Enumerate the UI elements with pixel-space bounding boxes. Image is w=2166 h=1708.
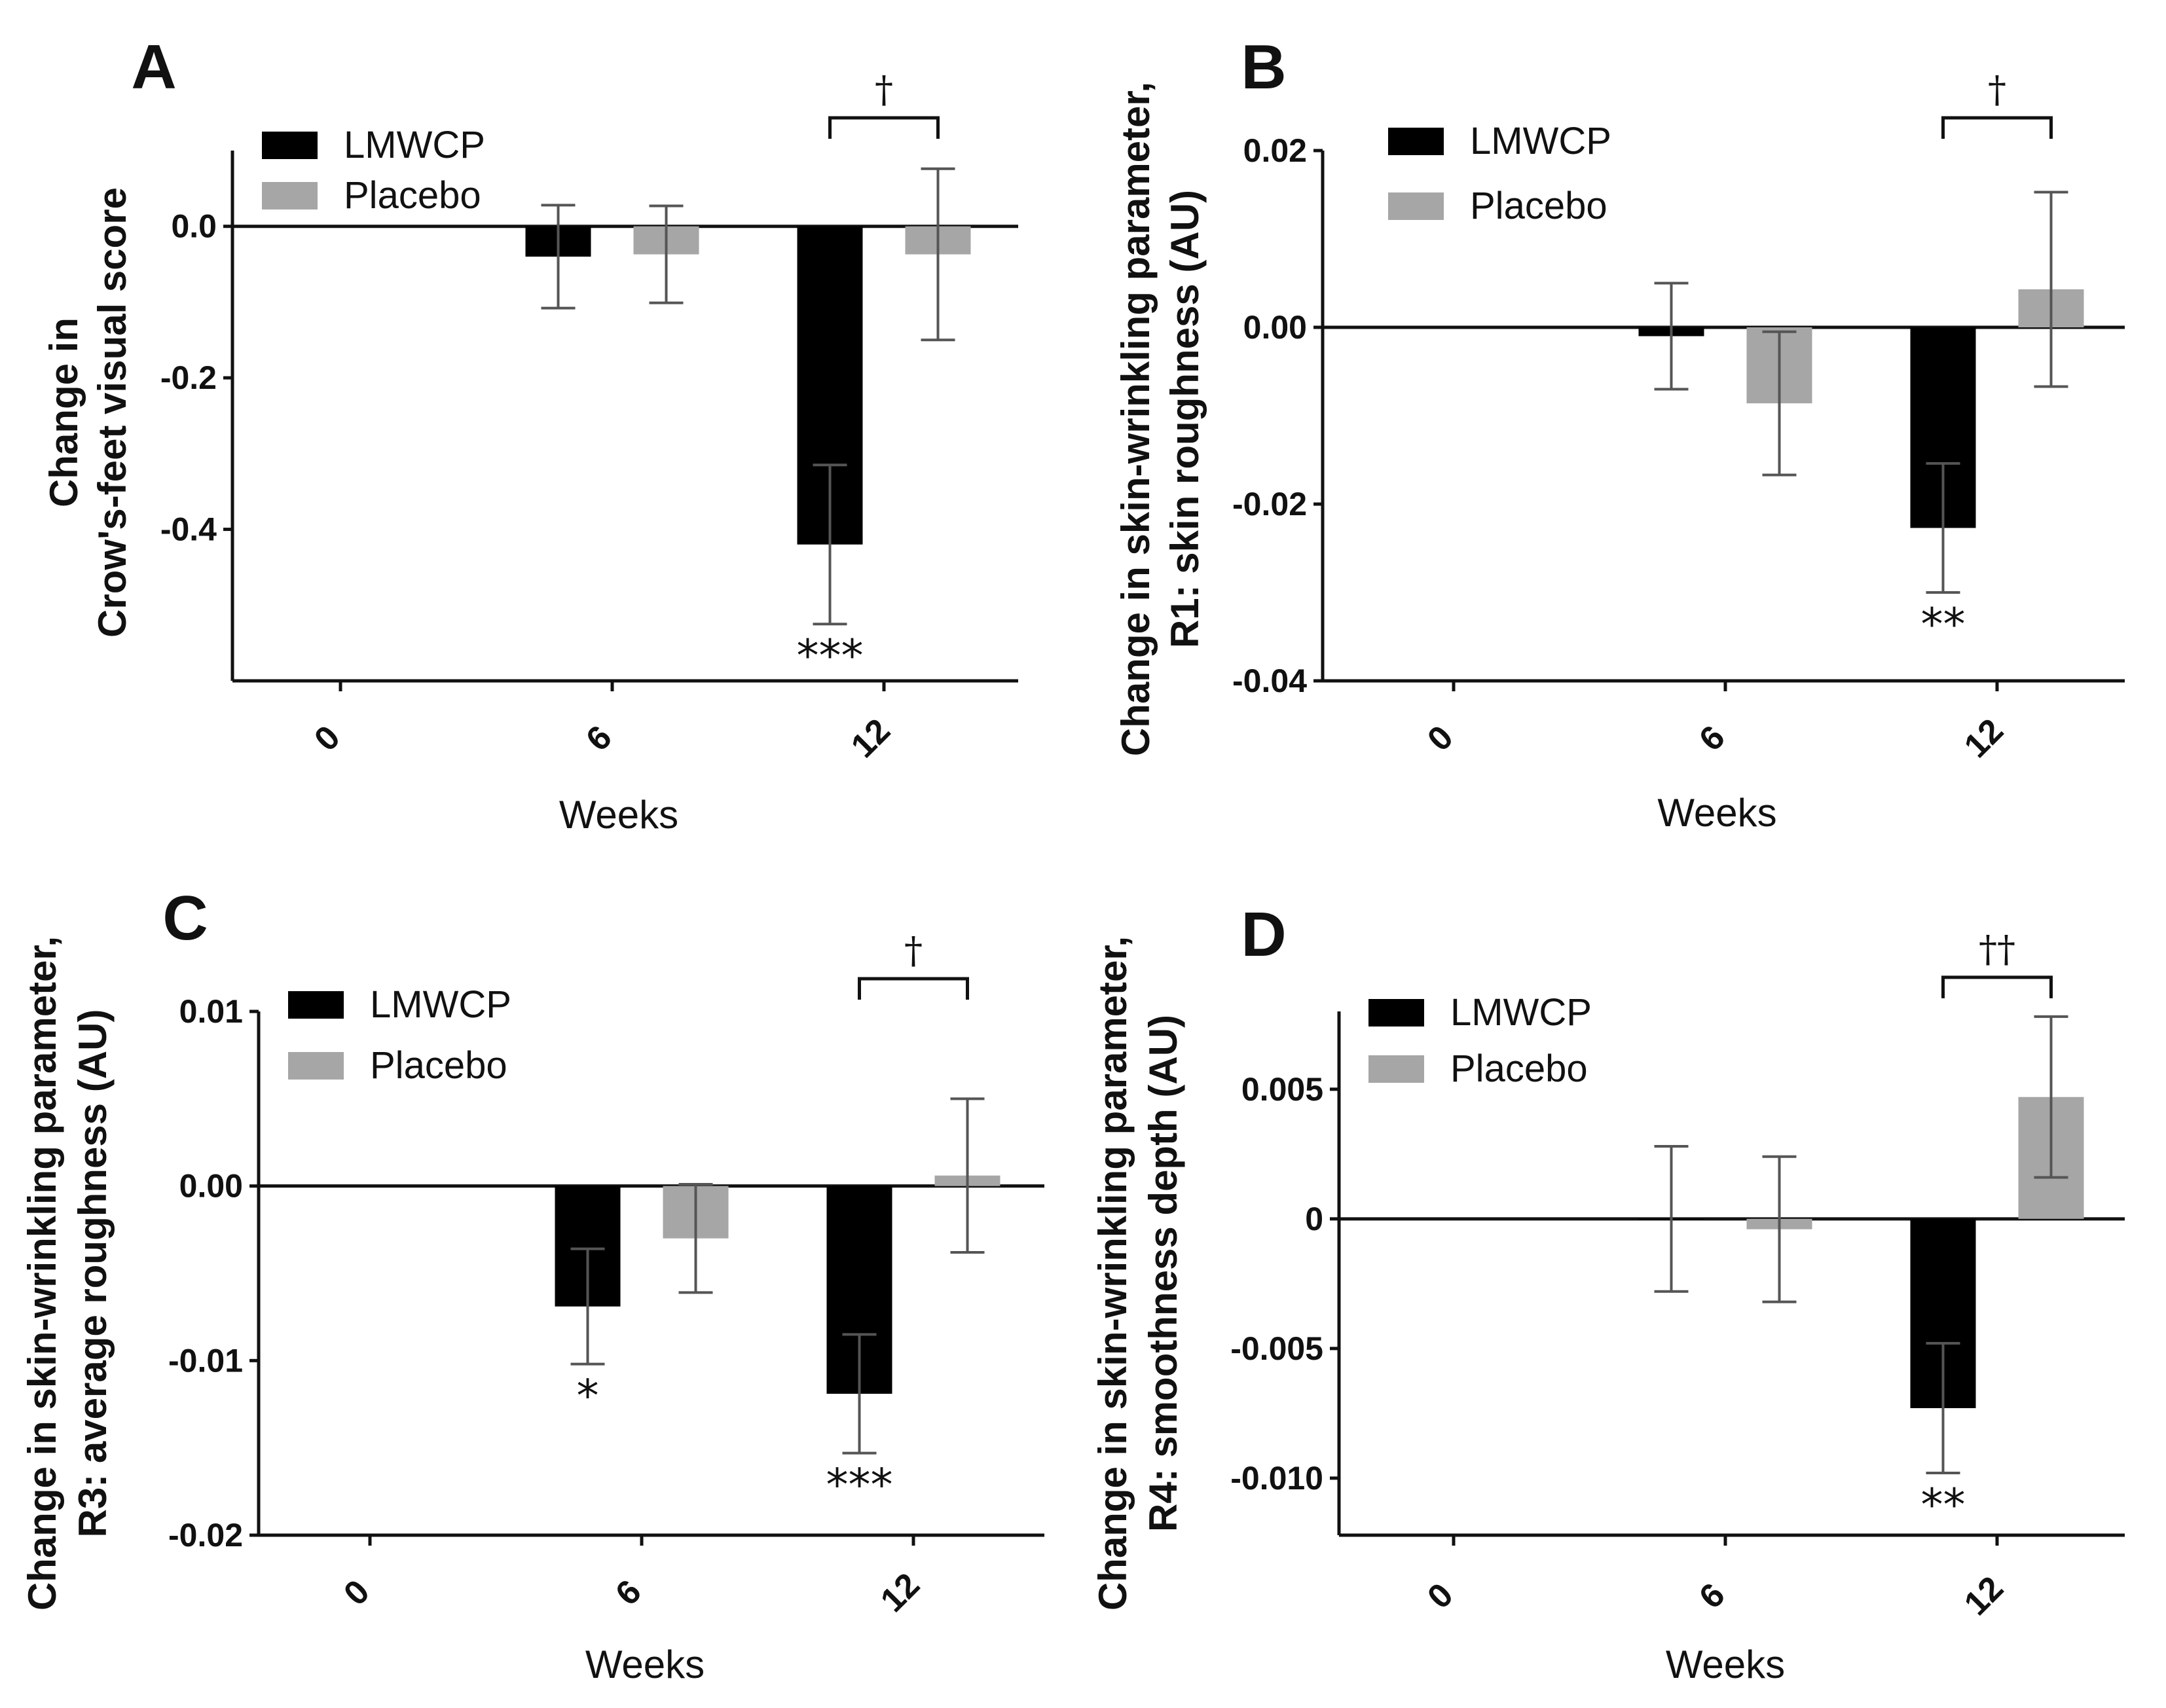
- bracket-label: †: [904, 930, 923, 972]
- x-tick-label: 0: [307, 718, 347, 758]
- y-tick-label: 0.00: [179, 1168, 243, 1205]
- panel-letter: D: [1241, 899, 1286, 970]
- y-tick-label: 0.00: [1243, 309, 1307, 346]
- y-axis-title: Crow's-feet visual score: [90, 187, 134, 638]
- legend-label-placebo: Placebo: [1450, 1047, 1588, 1090]
- legend-label-placebo: Placebo: [370, 1044, 507, 1087]
- y-tick-label: -0.02: [168, 1517, 243, 1554]
- panel-letter: C: [162, 883, 208, 953]
- significance-label: **: [1921, 1480, 1966, 1531]
- x-axis-title: Weeks: [559, 793, 678, 837]
- legend-swatch-placebo: [1368, 1055, 1424, 1083]
- significance-label: *: [577, 1371, 599, 1423]
- significance-label: **: [1921, 599, 1966, 651]
- y-tick-label: -0.01: [168, 1342, 243, 1379]
- chart-panel-c: C0.010.00-0.01-0.020 6 12****†LMWCPPlacebo…: [20, 883, 1044, 1686]
- significance-bracket: [1941, 975, 2053, 998]
- y-tick-label: -0.02: [1232, 486, 1307, 522]
- significance-bracket: [1941, 116, 2053, 139]
- x-axis-title: Weeks: [585, 1643, 705, 1686]
- panel-letter: A: [131, 32, 176, 102]
- legend-label-lmwcp: LMWCP: [370, 983, 511, 1026]
- legend-swatch-lmwcp: [262, 132, 318, 159]
- y-axis-title: Change in skin-wrinkling parameter,: [1091, 936, 1135, 1610]
- x-tick-label: 6: [1692, 1576, 1732, 1616]
- x-tick-label: 12: [873, 1566, 927, 1620]
- x-tick-label: 6: [1692, 718, 1732, 758]
- y-axis-title: Change in: [42, 318, 86, 507]
- legend-swatch-placebo: [262, 182, 318, 209]
- legend: LMWCP Placebo: [1368, 991, 1592, 1090]
- legend-swatch-placebo: [288, 1052, 344, 1080]
- y-tick-label: 0.005: [1241, 1071, 1323, 1108]
- chart-panel-d: D 0.005 0 -0.005 -0.010 0 6 12 ** †† LMWCP Placebo C…: [1091, 899, 2125, 1686]
- legend: LMWCP Placebo: [1388, 120, 1611, 227]
- y-tick-label: -0.005: [1230, 1330, 1323, 1367]
- y-axis-title: R4: smoothness depth (AU): [1141, 1015, 1185, 1532]
- panel-letter: B: [1241, 32, 1286, 102]
- significance-label: ***: [797, 630, 864, 682]
- legend-label-lmwcp: LMWCP: [1450, 991, 1592, 1034]
- legend-label-placebo: Placebo: [1470, 185, 1607, 227]
- x-tick-label: 0: [337, 1572, 376, 1612]
- legend-label-placebo: Placebo: [344, 174, 481, 217]
- y-tick-label: 0.0: [171, 208, 217, 245]
- x-axis-title: Weeks: [1666, 1643, 1785, 1686]
- significance-bracket: [858, 977, 969, 1000]
- x-tick-label: 12: [1957, 1569, 2011, 1623]
- y-tick-label: -0.010: [1230, 1460, 1323, 1497]
- y-tick-label: 0: [1305, 1201, 1323, 1237]
- legend: LMWCP Placebo: [288, 983, 511, 1087]
- significance-label: ***: [826, 1460, 893, 1512]
- bracket-label: †: [1988, 69, 2006, 111]
- y-axis-title: Change in skin-wrinkling parameter,: [20, 936, 64, 1610]
- y-tick-label: 0.02: [1243, 132, 1307, 169]
- legend-swatch-placebo: [1388, 192, 1444, 220]
- x-tick-label: 6: [608, 1572, 648, 1612]
- bracket-label: ††: [1979, 928, 2015, 971]
- y-tick-label: 0.01: [179, 993, 243, 1030]
- y-axis-title: R3: average roughness (AU): [71, 1009, 115, 1538]
- y-axis-title: Change in skin-wrinkling parameter,: [1114, 82, 1158, 756]
- bracket-label: †: [875, 69, 893, 111]
- x-tick-label: 6: [579, 718, 619, 758]
- y-tick-label: -0.4: [160, 511, 217, 548]
- chart-panel-b: B 0.02 0.00 -0.02 -0.04 0 6 12 ** † LMWCP Placebo Ch…: [1114, 32, 2125, 835]
- legend-swatch-lmwcp: [288, 991, 344, 1019]
- x-tick-label: 0: [1420, 1576, 1460, 1616]
- y-axis-title: R1: skin roughness (AU): [1163, 190, 1207, 648]
- x-tick-label: 12: [1957, 712, 2011, 765]
- legend-swatch-lmwcp: [1368, 999, 1424, 1027]
- x-tick-label: 12: [844, 712, 898, 765]
- x-axis-title: Weeks: [1657, 791, 1776, 835]
- significance-bracket: [828, 116, 940, 139]
- y-tick-label: -0.2: [160, 359, 217, 396]
- legend-swatch-lmwcp: [1388, 128, 1444, 155]
- x-tick-label: 0: [1420, 718, 1460, 758]
- y-tick-label: -0.04: [1232, 663, 1307, 699]
- legend: LMWCP Placebo: [262, 124, 485, 217]
- legend-label-lmwcp: LMWCP: [344, 124, 485, 166]
- chart-panel-a: A 0.0 -0.2 -0.4 0 6 12 *** † LMWCP Placebo Change i…: [42, 32, 1018, 837]
- legend-label-lmwcp: LMWCP: [1470, 120, 1611, 162]
